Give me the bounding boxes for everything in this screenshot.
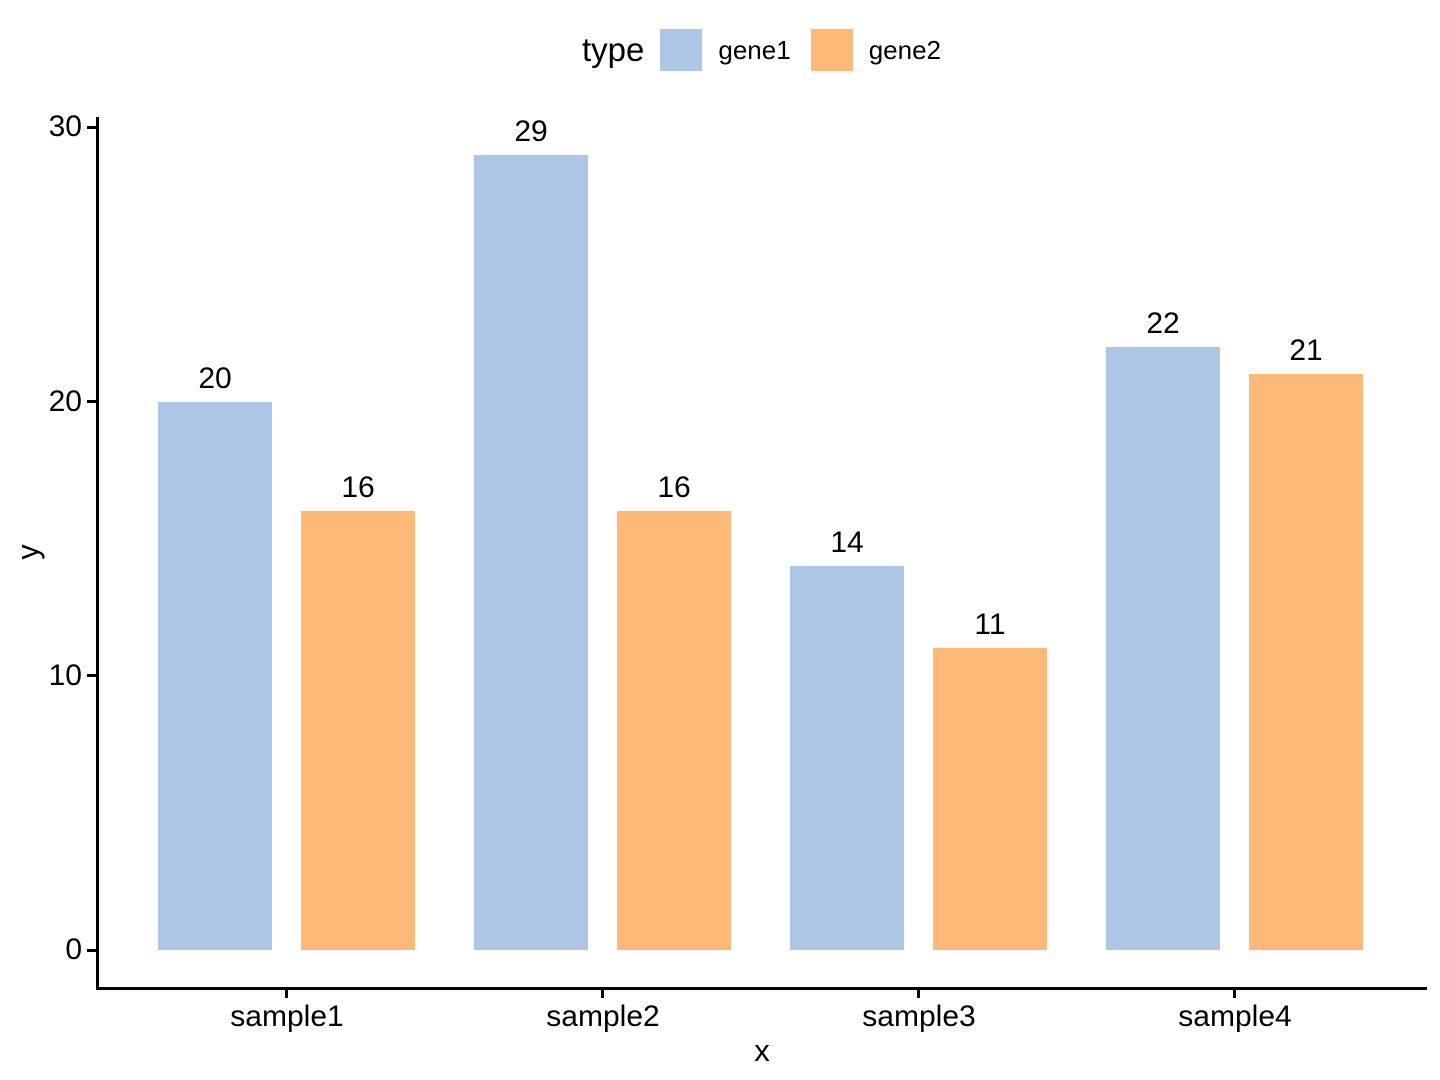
bar-sample4-gene2 — [1249, 374, 1363, 950]
bar-label-sample3-gene2: 11 — [974, 608, 1006, 641]
x-tick-sample3 — [917, 990, 920, 998]
x-tick-label-sample2: sample2 — [546, 1000, 660, 1033]
y-axis-line — [96, 117, 99, 990]
bar-sample2-gene1 — [474, 155, 588, 950]
y-tick-0 — [87, 949, 96, 952]
legend-key-gene2-swatch — [810, 29, 853, 71]
bar-sample4-gene1 — [1106, 347, 1220, 950]
bar-sample3-gene2 — [933, 648, 1047, 950]
x-tick-sample1 — [285, 990, 288, 998]
x-tick-label-sample1: sample1 — [230, 1000, 344, 1033]
bar-label-sample2-gene1: 29 — [514, 115, 548, 148]
y-tick-label-0: 0 — [65, 933, 82, 966]
bar-label-sample2-gene2: 16 — [657, 471, 691, 504]
bar-label-sample3-gene1: 14 — [830, 526, 864, 559]
x-tick-sample4 — [1233, 990, 1236, 998]
x-axis-line — [96, 987, 1427, 990]
bar-label-sample4-gene2: 21 — [1289, 334, 1323, 367]
x-tick-sample2 — [601, 990, 604, 998]
y-tick-10 — [87, 674, 96, 677]
x-axis-title: x — [754, 1033, 770, 1068]
bar-sample1-gene1 — [158, 402, 272, 950]
legend: type gene1 gene2 — [96, 28, 1427, 72]
x-tick-label-sample4: sample4 — [1178, 1000, 1292, 1033]
legend-title: type — [582, 31, 645, 68]
bar-sample2-gene2 — [617, 511, 731, 950]
y-tick-label-10: 10 — [48, 659, 82, 692]
bar-sample3-gene1 — [790, 566, 904, 950]
legend-key-gene1-swatch — [660, 29, 703, 71]
bar-label-sample4-gene1: 22 — [1146, 307, 1180, 340]
y-tick-label-20: 20 — [48, 385, 82, 418]
legend-label-gene1: gene1 — [718, 35, 791, 65]
bar-label-sample1-gene1: 20 — [198, 362, 232, 395]
y-tick-30 — [87, 126, 96, 129]
bar-sample1-gene2 — [301, 511, 415, 950]
y-tick-label-30: 30 — [48, 110, 82, 143]
bar-label-sample1-gene2: 16 — [341, 471, 375, 504]
y-tick-20 — [87, 400, 96, 403]
y-axis-title: y — [10, 544, 45, 560]
legend-label-gene2: gene2 — [868, 35, 941, 65]
x-tick-label-sample3: sample3 — [862, 1000, 976, 1033]
